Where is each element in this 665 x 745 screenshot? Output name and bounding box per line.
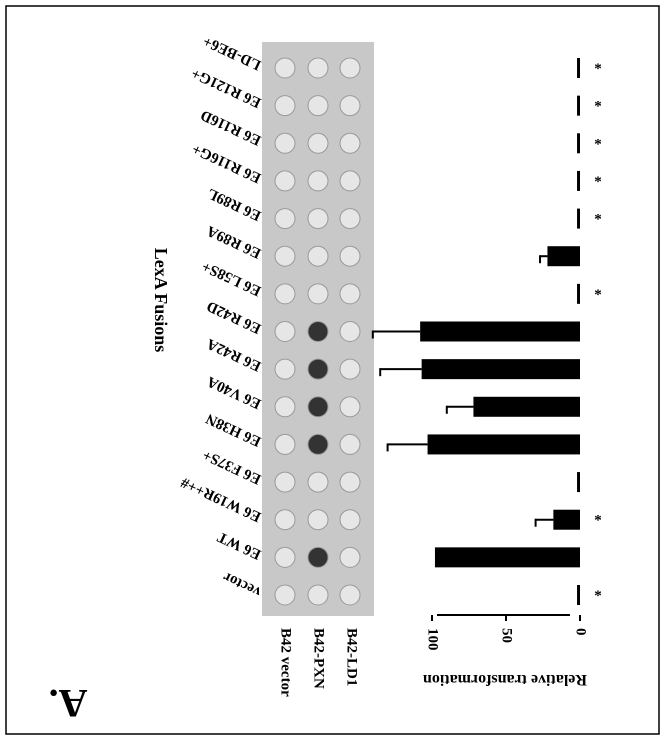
spot <box>339 170 361 192</box>
spot <box>339 245 361 267</box>
spot <box>339 509 361 531</box>
spot <box>307 546 329 568</box>
spot <box>339 95 361 117</box>
spot <box>307 471 329 493</box>
marker: * <box>594 174 602 190</box>
spot <box>307 358 329 380</box>
bar <box>577 472 580 493</box>
spot <box>274 283 296 305</box>
bar <box>577 58 580 78</box>
row-label: B42 vector <box>278 628 294 697</box>
spot <box>307 57 329 79</box>
spot <box>307 321 329 342</box>
spot <box>307 170 329 192</box>
marker: * <box>594 136 602 152</box>
spot <box>307 132 329 154</box>
marker: * <box>594 513 602 529</box>
bar <box>427 434 580 455</box>
bar <box>577 208 580 229</box>
bar <box>553 509 580 530</box>
marker: * <box>594 99 602 115</box>
spot <box>274 471 296 493</box>
spot <box>307 95 329 117</box>
spot <box>274 433 296 455</box>
spot <box>307 283 329 305</box>
bar <box>577 95 580 116</box>
spot <box>339 208 361 230</box>
marker: * <box>594 287 602 303</box>
marker: * <box>594 61 602 77</box>
spot <box>339 433 361 455</box>
bar <box>421 359 580 380</box>
row-label: B42-LD1 <box>344 628 360 686</box>
spot <box>307 396 329 418</box>
spot <box>274 358 296 380</box>
spot <box>274 584 296 606</box>
marker: * <box>594 588 602 604</box>
spot <box>274 321 296 342</box>
spot <box>339 57 361 79</box>
spot <box>274 208 296 230</box>
tick-label: 0 <box>573 628 589 636</box>
spot <box>307 433 329 455</box>
bar <box>420 321 580 342</box>
spot <box>339 132 361 154</box>
spot <box>274 509 296 531</box>
panel-label: A. <box>49 681 88 726</box>
spot <box>274 396 296 418</box>
bar <box>547 246 580 267</box>
bar <box>473 396 580 417</box>
spot <box>339 283 361 305</box>
marker: * <box>594 212 602 228</box>
spot <box>274 95 296 117</box>
chart-title: LexA Fusions <box>151 248 171 353</box>
bar <box>577 585 580 605</box>
spot <box>339 546 361 568</box>
spot <box>274 132 296 154</box>
axis-label: Relative transformation <box>423 671 587 688</box>
spot <box>307 245 329 267</box>
spot <box>339 584 361 606</box>
spot <box>307 584 329 606</box>
spot <box>274 57 296 79</box>
spot <box>274 245 296 267</box>
bar <box>577 283 580 304</box>
spot <box>339 358 361 380</box>
tick-label: 50 <box>499 628 515 643</box>
bar <box>434 547 580 568</box>
spot <box>274 546 296 568</box>
spot <box>339 321 361 342</box>
row-label: B42-PXN <box>311 628 327 689</box>
spot <box>274 170 296 192</box>
bar <box>577 133 580 154</box>
spot <box>307 509 329 531</box>
spot <box>307 208 329 230</box>
tick-label: 100 <box>425 628 441 651</box>
spot <box>339 471 361 493</box>
spot <box>339 396 361 418</box>
bar <box>577 170 580 191</box>
